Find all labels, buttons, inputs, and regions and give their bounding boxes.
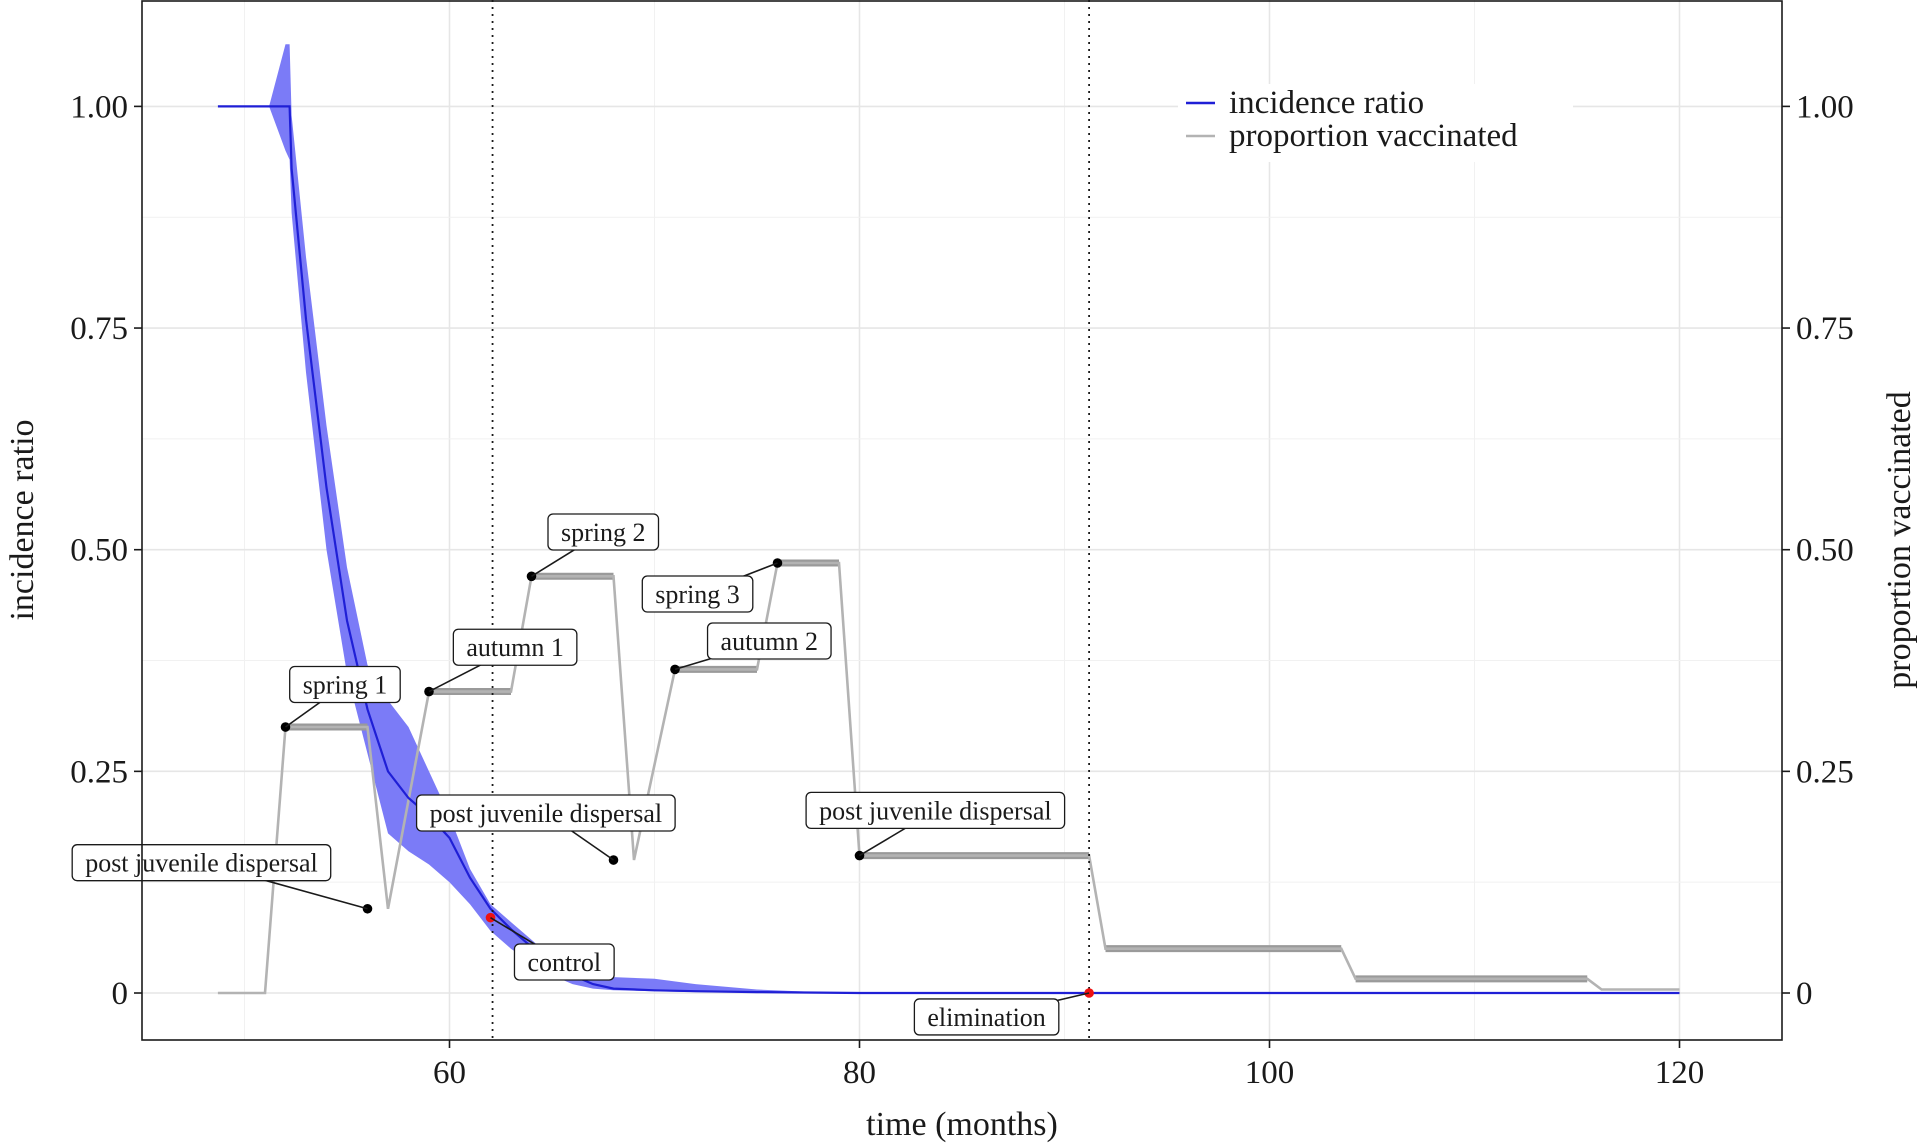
annotation-label: post juvenile dispersal (415, 794, 676, 832)
y-tick-label-right: 1.00 (1796, 89, 1854, 125)
annotation-label: spring 2 (547, 513, 660, 551)
annotation-text: spring 3 (655, 580, 740, 609)
annotation-label: control (513, 943, 615, 981)
series-line-incidence-ratio (217, 105, 1680, 995)
annotation-text: elimination (927, 1003, 1045, 1032)
annotation-label: spring 1 (289, 665, 401, 704)
confidence-band-layer (217, 44, 1680, 994)
annotation-label: autumn 2 (706, 622, 832, 660)
y-tick-label-right: 0.50 (1796, 533, 1854, 569)
y-axis-title-left: incidence ratio (4, 419, 41, 620)
annotation-label: elimination (913, 998, 1060, 1036)
annotations-layer: spring 1 post juvenile dispersal autumn 1 p… (71, 513, 1090, 1036)
legend-background (1178, 84, 1573, 162)
annotation-text: control (527, 948, 601, 977)
y-tick-label-right: 0.25 (1796, 754, 1854, 790)
plot-frame (141, 0, 1783, 1041)
y-tick-label-left: 0.25 (70, 754, 128, 790)
annotation-box (913, 998, 1060, 1036)
x-tick-label: 80 (843, 1055, 876, 1091)
annotation-label: autumn 1 (452, 628, 578, 666)
x-tick-label: 120 (1655, 1055, 1705, 1091)
annotation-text: autumn 2 (721, 627, 819, 656)
legend-label: incidence ratio (1229, 85, 1424, 121)
x-tick-label: 100 (1245, 1055, 1295, 1091)
annotation-text: post juvenile dispersal (85, 849, 318, 878)
x-tick-label: 60 (433, 1055, 466, 1091)
y-axis-title-right: proportion vaccinated (1881, 391, 1918, 688)
y-tick-label-left: 0.75 (70, 311, 128, 347)
y-tick-label-left: 0 (112, 976, 129, 1012)
annotation-box (71, 844, 332, 882)
annotation-box (706, 622, 832, 660)
annotation-label: spring 3 (641, 575, 754, 613)
annotation-box (452, 628, 578, 666)
y-tick-label-right: 0 (1796, 976, 1813, 1012)
incidence-ratio-confidence-band (217, 44, 1680, 994)
axes: 60 80 100 120 0 0 0.25 0.25 0.50 0.50 0.75 0.75 1.00… (70, 89, 1854, 1091)
annotation-box (289, 665, 401, 704)
x-axis-title: time (months) (866, 1106, 1058, 1143)
y-tick-label-left: 1.00 (70, 89, 128, 125)
y-tick-label-right: 0.75 (1796, 311, 1854, 347)
annotation-label: post juvenile dispersal (71, 844, 332, 882)
annotation-box (415, 794, 676, 832)
series-line-proportion-vaccinated (217, 561, 1680, 995)
threshold-lines (491, 0, 1090, 1040)
annotation-box (641, 575, 754, 613)
annotation-box (513, 943, 615, 981)
annotation-text: post juvenile dispersal (819, 796, 1052, 825)
series-layer (217, 105, 1680, 995)
annotation-text: spring 1 (303, 670, 388, 699)
annotation-box (547, 513, 660, 551)
annotation-text: post juvenile dispersal (430, 799, 663, 828)
annotation-box (805, 791, 1066, 830)
annotation-label: post juvenile dispersal (805, 791, 1066, 830)
annotation-text: spring 2 (561, 518, 646, 547)
annotation-text: autumn 1 (466, 633, 564, 662)
y-tick-label-left: 0.50 (70, 533, 128, 569)
legend-label: proportion vaccinated (1229, 118, 1518, 154)
